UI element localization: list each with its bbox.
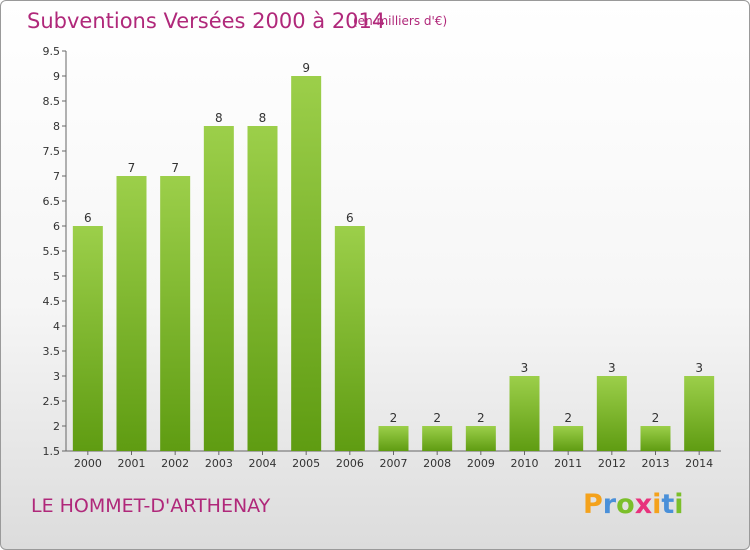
bar-value-label: 6 bbox=[346, 211, 354, 225]
bar-value-label: 3 bbox=[521, 361, 529, 375]
bar bbox=[553, 426, 584, 451]
y-axis: 1.5 2 2.5 3 3.5 4 4.5 5 5.5 6 6.5 7 7.5 8 8.5 9 9.5 bbox=[43, 45, 67, 458]
y-tick-label: 9.5 bbox=[43, 45, 61, 58]
logo-letter: i bbox=[674, 489, 684, 520]
y-tick-label: 2.5 bbox=[43, 395, 61, 408]
y-tick-label: 8 bbox=[53, 120, 60, 133]
x-tick-label: 2006 bbox=[336, 457, 364, 470]
bar bbox=[203, 126, 234, 451]
chart-subtitle: (en milliers d'€) bbox=[353, 14, 448, 28]
bar bbox=[334, 226, 365, 451]
x-tick-label: 2005 bbox=[292, 457, 320, 470]
bar bbox=[72, 226, 103, 451]
bars: 6 7 7 8 8 9 6 2 2 2 3 2 3 2 3 bbox=[72, 61, 715, 451]
bar bbox=[116, 176, 147, 451]
x-tick-label: 2008 bbox=[423, 457, 451, 470]
logo-letter: o bbox=[616, 489, 635, 520]
y-tick-label: 3.5 bbox=[43, 345, 61, 358]
bar-value-label: 8 bbox=[259, 111, 267, 125]
x-tick-label: 2010 bbox=[511, 457, 539, 470]
x-tick-label: 2009 bbox=[467, 457, 495, 470]
bar bbox=[509, 376, 540, 451]
x-tick-label: 2004 bbox=[249, 457, 277, 470]
x-axis: 2000 2001 2002 2003 2004 2005 2006 2007 2008 2009… bbox=[66, 450, 721, 470]
x-tick-label: 2003 bbox=[205, 457, 233, 470]
bar bbox=[465, 426, 496, 451]
x-tick-label: 2013 bbox=[642, 457, 670, 470]
bar-value-label: 9 bbox=[302, 61, 310, 75]
y-tick-label: 7 bbox=[53, 170, 60, 183]
chart-title: Subventions Versées 2000 à 2014 bbox=[27, 9, 386, 33]
bar bbox=[247, 126, 278, 451]
bar-value-label: 3 bbox=[695, 361, 703, 375]
bar-value-label: 7 bbox=[128, 161, 136, 175]
x-tick-label: 2000 bbox=[74, 457, 102, 470]
logo-letter: x bbox=[634, 489, 653, 520]
y-tick-label: 3 bbox=[53, 370, 60, 383]
bar bbox=[684, 376, 715, 451]
bar bbox=[291, 76, 322, 451]
x-tick-label: 2012 bbox=[598, 457, 626, 470]
bar-value-label: 3 bbox=[608, 361, 616, 375]
y-tick-label: 1.5 bbox=[43, 445, 61, 458]
logo-letter: i bbox=[652, 489, 662, 520]
x-tick-label: 2001 bbox=[118, 457, 146, 470]
y-tick-label: 8.5 bbox=[43, 95, 61, 108]
logo-letter: P bbox=[583, 489, 603, 520]
logo-letter: t bbox=[661, 489, 675, 520]
bar-value-label: 8 bbox=[215, 111, 223, 125]
bar bbox=[422, 426, 453, 451]
bar-value-label: 2 bbox=[477, 411, 485, 425]
bar-value-label: 2 bbox=[390, 411, 398, 425]
bar bbox=[640, 426, 671, 451]
x-tick-label: 2002 bbox=[161, 457, 189, 470]
y-tick-label: 4.5 bbox=[43, 295, 61, 308]
proxiti-logo: Proxiti bbox=[583, 489, 684, 520]
commune-name: LE HOMMET-D'ARTHENAY bbox=[31, 495, 271, 517]
bar-value-label: 6 bbox=[84, 211, 92, 225]
bar-value-label: 2 bbox=[564, 411, 572, 425]
x-tick-label: 2014 bbox=[685, 457, 713, 470]
y-tick-label: 5.5 bbox=[43, 245, 61, 258]
bar bbox=[378, 426, 409, 451]
bar-value-label: 2 bbox=[652, 411, 660, 425]
y-tick-label: 7.5 bbox=[43, 145, 61, 158]
bar-value-label: 7 bbox=[171, 161, 179, 175]
bar bbox=[160, 176, 191, 451]
x-tick-label: 2007 bbox=[380, 457, 408, 470]
bar bbox=[596, 376, 627, 451]
y-tick-label: 5 bbox=[53, 270, 60, 283]
y-tick-label: 6 bbox=[53, 220, 60, 233]
y-tick-label: 4 bbox=[53, 320, 60, 333]
x-tick-label: 2011 bbox=[554, 457, 582, 470]
y-tick-label: 9 bbox=[53, 70, 60, 83]
bar-value-label: 2 bbox=[433, 411, 441, 425]
y-tick-label: 2 bbox=[53, 420, 60, 433]
logo-letter: r bbox=[602, 489, 617, 520]
y-tick-label: 6.5 bbox=[43, 195, 61, 208]
